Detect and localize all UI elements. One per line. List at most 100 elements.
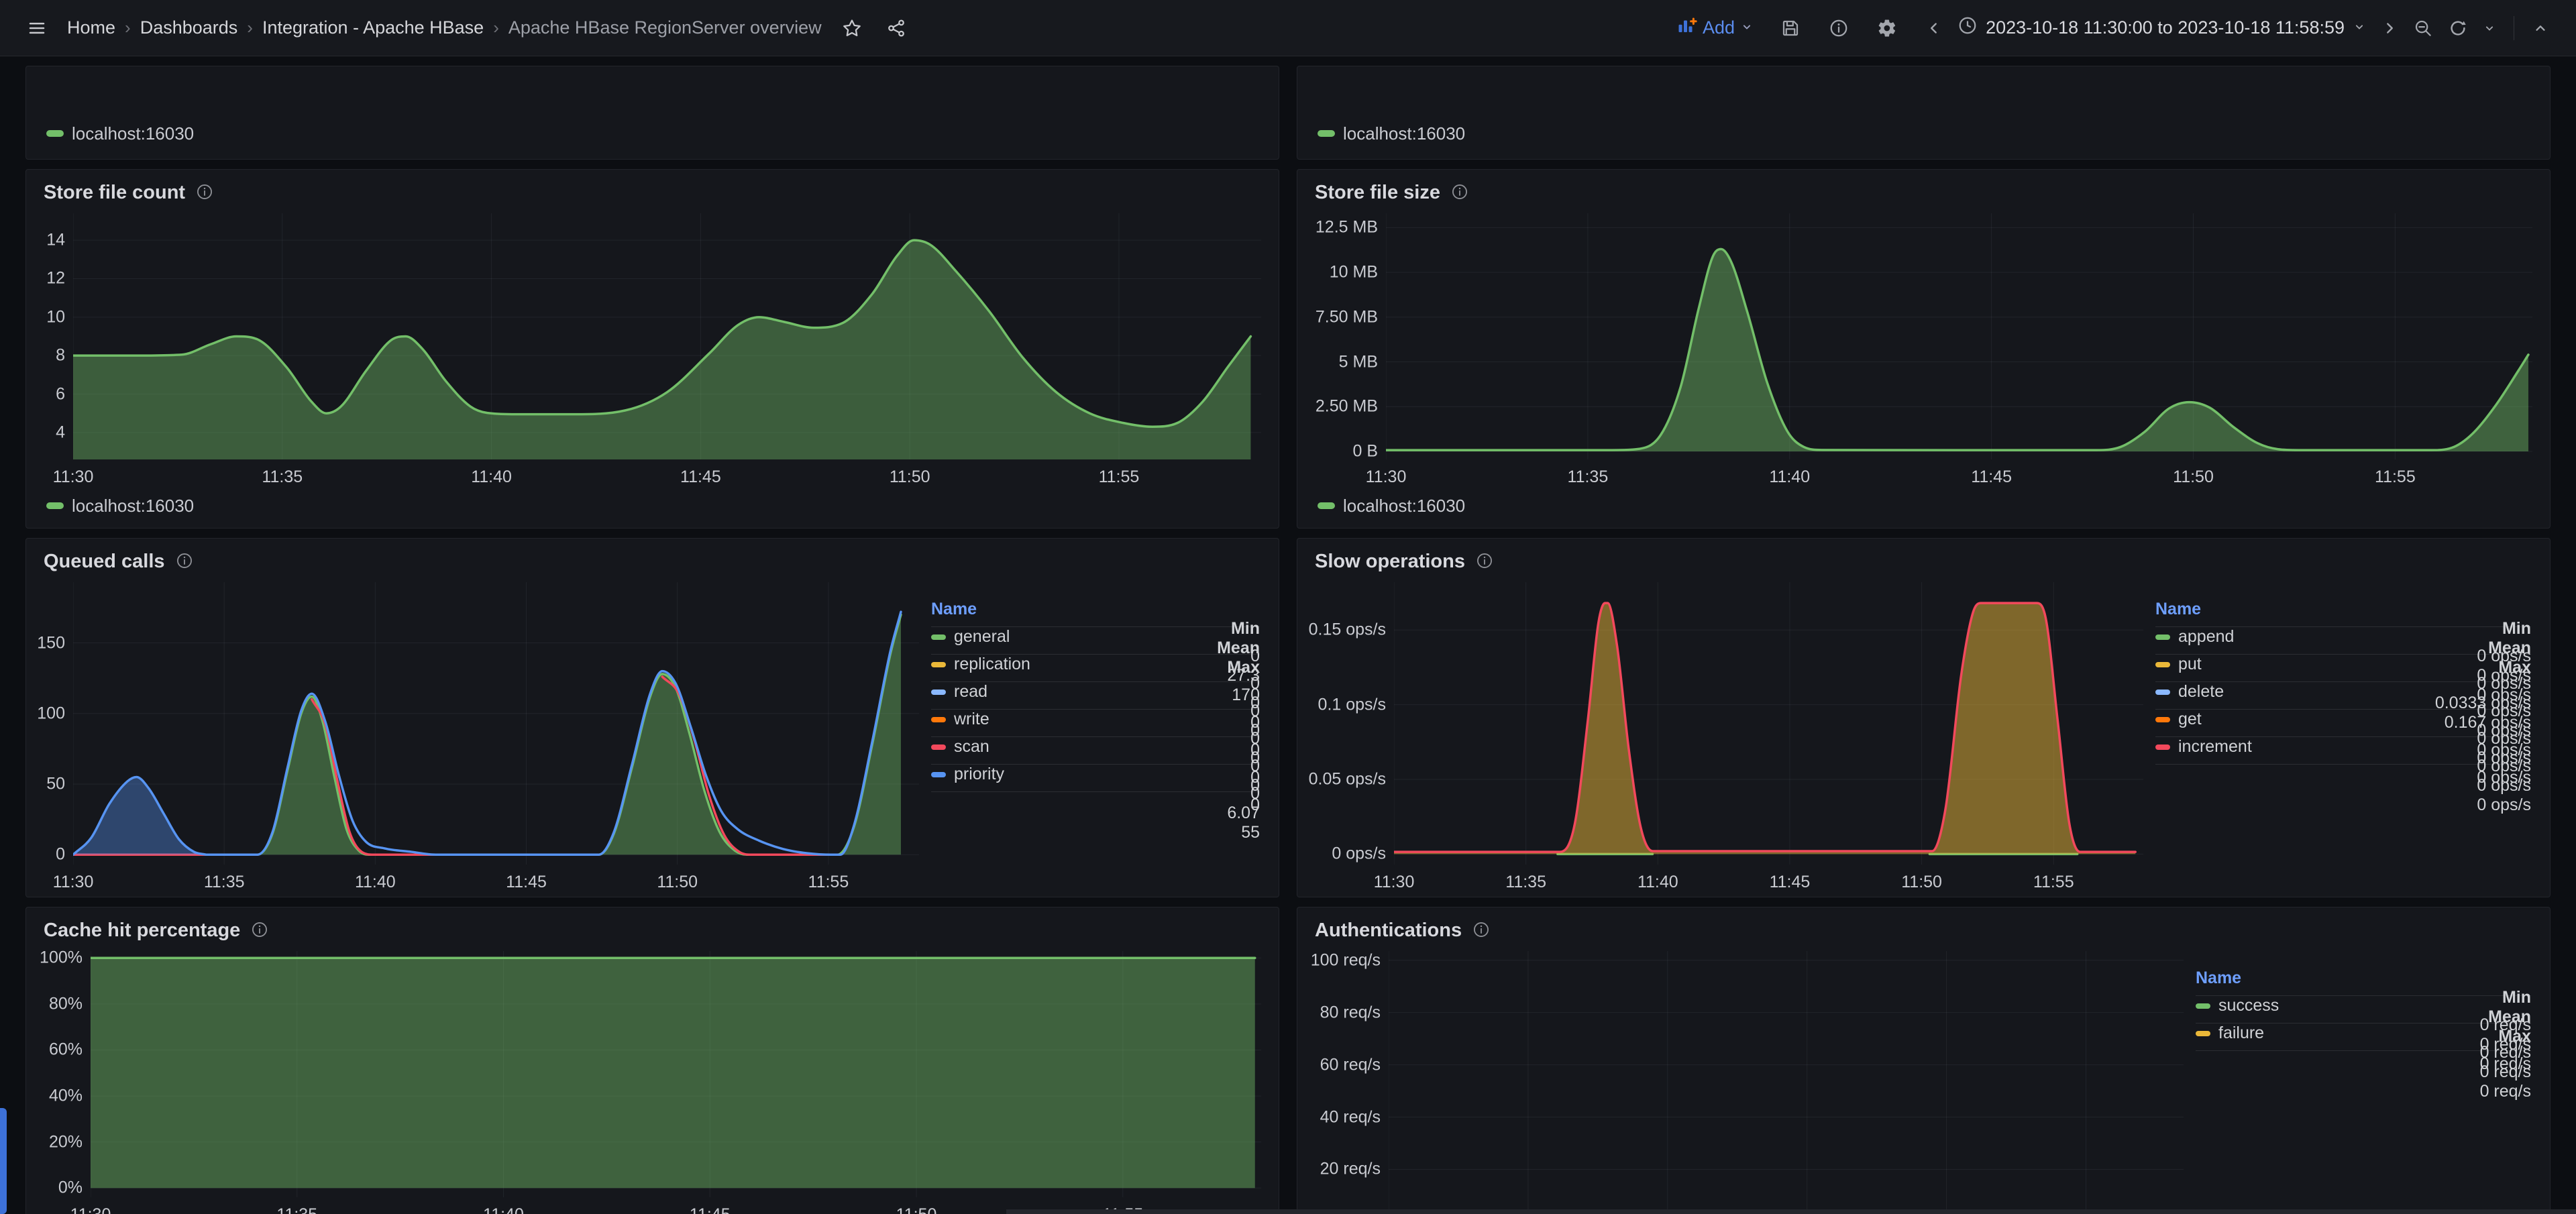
panel-title[interactable]: Cache hit percentage <box>44 920 241 941</box>
legend-series-label[interactable]: get <box>2155 710 2531 729</box>
legend-series-label[interactable]: replication <box>931 655 1260 674</box>
panel-info-icon[interactable] <box>251 921 268 942</box>
x-tick-label: 11:45 <box>690 1205 731 1214</box>
panel-info-icon[interactable] <box>1476 552 1493 573</box>
legend-stat-max: 0 <box>1250 795 1260 814</box>
legend-table-row: get 0 ops/s 0 ops/s 0 ops/s <box>2155 710 2531 787</box>
panel-title[interactable]: Queued calls <box>44 551 165 572</box>
y-tick-label: 100 req/s <box>1310 950 1381 970</box>
refresh-button[interactable] <box>2444 14 2472 42</box>
legend-stat-max: 170 <box>1232 685 1260 704</box>
breadcrumb-item[interactable]: Integration - Apache HBase <box>262 17 484 38</box>
y-tick-label: 60 req/s <box>1320 1055 1381 1074</box>
save-dashboard-button[interactable] <box>1776 14 1805 42</box>
legend-series-label[interactable]: read <box>931 682 1260 702</box>
horizontal-scrollbar[interactable] <box>1006 1209 2576 1214</box>
x-tick-label: 11:55 <box>2033 873 2074 891</box>
panel-info-icon[interactable] <box>196 183 213 204</box>
legend-series-label[interactable]: failure <box>2196 1024 2531 1043</box>
time-shift-back-button[interactable] <box>1921 15 1947 41</box>
panel-title[interactable]: Store file size <box>1315 182 1440 203</box>
chevron-right-icon <box>2381 19 2398 37</box>
x-tick-label: 11:50 <box>889 467 930 486</box>
star-button[interactable] <box>838 14 866 42</box>
add-button[interactable]: Add <box>1670 10 1760 46</box>
dashboard-settings-button[interactable] <box>1873 14 1901 42</box>
dashboard-insights-button[interactable] <box>1825 14 1853 42</box>
panel-info-icon[interactable] <box>1451 183 1468 204</box>
breadcrumb-item[interactable]: Home <box>67 17 116 38</box>
legend-stat-max: 0 <box>1250 713 1260 732</box>
legend-table-header-min[interactable]: Min <box>2502 988 2531 1007</box>
legend-table-header-mean[interactable]: Mean <box>1217 639 1260 657</box>
legend-stat-max: 55 <box>1241 823 1260 842</box>
legend-table-row: success 0 req/s 0 req/s 0 req/s <box>2196 996 2531 1073</box>
time-series-plot[interactable] <box>73 582 919 865</box>
legend-table-header-max[interactable]: Max <box>2498 1027 2531 1046</box>
share-button[interactable] <box>882 14 910 42</box>
legend-table-header-min[interactable]: Min <box>2502 619 2531 638</box>
time-series-plot[interactable] <box>1389 951 2184 1214</box>
legend-table-header-max[interactable]: Max <box>1227 658 1260 677</box>
zoom-out-time-button[interactable] <box>2409 14 2437 42</box>
legend-series-label[interactable]: append <box>2155 627 2531 647</box>
legend-series-label[interactable]: general <box>931 627 1260 647</box>
hamburger-menu-button[interactable] <box>23 14 51 42</box>
legend-series-label[interactable]: put <box>2155 655 2531 674</box>
legend-series-label[interactable]: localhost:16030 <box>72 495 195 516</box>
legend-table-row: increment 0 ops/s 0 ops/s 0 ops/s <box>2155 737 2531 814</box>
y-tick-label: 12.5 MB <box>1315 217 1378 237</box>
y-tick-label: 12 <box>46 268 65 288</box>
panel-info-icon[interactable] <box>1472 921 1490 942</box>
panel-title[interactable]: Store file count <box>44 182 186 203</box>
time-series-plot[interactable] <box>1386 213 2532 459</box>
legend-table-header-mean[interactable]: Mean <box>2488 639 2531 657</box>
scroll-indicator[interactable] <box>0 1108 7 1214</box>
time-series-plot[interactable] <box>73 213 1261 459</box>
legend-table-header-name[interactable]: Name <box>931 600 977 618</box>
legend-series-label[interactable]: delete <box>2155 682 2531 702</box>
legend-stat-mean: 0 <box>1250 694 1260 712</box>
legend-table-row: append 0 ops/s 0 ops/s 0 ops/s <box>2155 627 2531 704</box>
legend-stat-mean: 0 req/s <box>2479 1035 2531 1054</box>
x-tick-label: 11:50 <box>657 873 698 891</box>
panel-title[interactable]: Slow operations <box>1315 551 1465 572</box>
legend-series-label[interactable]: scan <box>931 737 1260 757</box>
share-icon <box>886 18 906 38</box>
legend-series-label[interactable]: write <box>931 710 1260 729</box>
time-series-plot[interactable] <box>91 951 1261 1197</box>
time-range-picker[interactable]: 2023-10-18 11:30:00 to 2023-10-18 11:58:… <box>1953 10 2370 46</box>
legend-series-label[interactable]: priority <box>931 765 1260 784</box>
breadcrumb-item[interactable]: Dashboards <box>140 17 238 38</box>
breadcrumb-item[interactable]: Apache HBase RegionServer overview <box>508 17 822 38</box>
panel-info-icon[interactable] <box>176 552 193 573</box>
legend-table-row: replication 0 0 0 <box>931 655 1260 732</box>
legend-table-header-mean[interactable]: Mean <box>2488 1007 2531 1026</box>
legend-table-row: failure 0 req/s 0 req/s 0 req/s <box>2196 1024 2531 1101</box>
y-tick-label: 100 <box>37 704 65 723</box>
legend-table: Name Min Mean Max general 0 27.3 170 replication… <box>931 600 1260 842</box>
legend-table-header-name[interactable]: Name <box>2196 969 2242 987</box>
y-tick-label: 7.50 MB <box>1315 307 1378 327</box>
legend-table-header-max[interactable]: Max <box>2498 658 2531 677</box>
y-tick-label: 10 <box>46 307 65 327</box>
time-shift-forward-button[interactable] <box>2377 15 2402 41</box>
y-tick-label: 80 req/s <box>1320 1003 1381 1022</box>
y-tick-label: 0.05 ops/s <box>1308 769 1386 789</box>
hamburger-icon <box>27 18 47 38</box>
refresh-interval-dropdown[interactable] <box>2479 17 2500 39</box>
series-swatch <box>931 689 946 695</box>
time-series-plot[interactable] <box>1394 582 2143 865</box>
legend-series-label[interactable]: localhost:16030 <box>72 123 195 144</box>
panel-title[interactable]: Authentications <box>1315 920 1462 941</box>
legend-table-header-name[interactable]: Name <box>2155 600 2202 618</box>
legend-series-label[interactable]: increment <box>2155 737 2531 757</box>
legend-series-label[interactable]: localhost:16030 <box>1343 495 1466 516</box>
legend-stat-min: 0 ops/s <box>2477 757 2531 775</box>
legend-stat-mean: 6.07 <box>1227 804 1260 822</box>
legend-series-label[interactable]: success <box>2196 996 2531 1015</box>
legend-table-header-min[interactable]: Min <box>1230 619 1260 638</box>
collapse-toolbar-button[interactable] <box>2528 15 2553 41</box>
legend-series-label[interactable]: localhost:16030 <box>1343 123 1466 144</box>
